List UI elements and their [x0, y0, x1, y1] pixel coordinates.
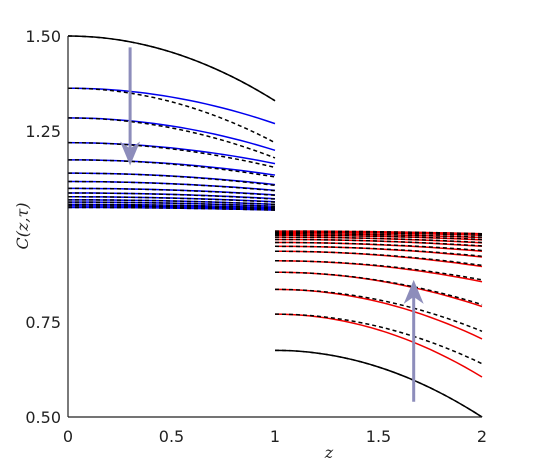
left-solid-curve [67, 187, 276, 196]
left-solid-curve [67, 196, 276, 203]
left-solid-curve [67, 192, 276, 200]
y-axis-title: C(z,τ) [13, 202, 32, 249]
x-tick-label: 0.5 [159, 427, 184, 446]
left-solid-curve [67, 180, 276, 192]
left-dashed-curve [67, 35, 276, 102]
arrow-head [403, 279, 424, 304]
y-axis-ticks: 0.50 0.75 1.25 1.50 [25, 27, 61, 427]
right-solid-curve [274, 245, 483, 258]
right-solid-curve [274, 234, 483, 241]
right-dashed-curve [274, 260, 483, 281]
x-tick-label: 1 [270, 427, 280, 446]
x-tick-label: 0 [63, 427, 73, 446]
y-tick-label: 0.75 [25, 313, 61, 332]
y-tick-label: 1.25 [25, 122, 61, 141]
x-axis-title: z [324, 443, 334, 462]
right-solid-curve [274, 313, 483, 378]
right-solid-curve [274, 230, 483, 235]
left-solid-curve [67, 203, 276, 209]
axes-frame [67, 36, 482, 418]
left-solid-curve [67, 159, 276, 176]
right-solid-curve [274, 271, 483, 308]
left-dashed-curve [67, 159, 276, 178]
left-solid-curve [68, 205, 276, 210]
arrow-head [120, 141, 141, 166]
left-solid-curve [67, 141, 276, 165]
right-solid-curve [274, 288, 483, 340]
right-solid-curve [274, 236, 483, 244]
left-solid-curve [67, 87, 276, 125]
x-tick-label: 1.5 [366, 427, 391, 446]
left-dashed-curve [67, 87, 276, 144]
y-tick-label: 1.50 [25, 27, 61, 46]
right-solid-curve [274, 238, 483, 248]
right-solid-curve [275, 231, 483, 237]
right-dashed-curve [274, 271, 483, 306]
right-dashed-curve [274, 288, 483, 332]
right-solid-curve [274, 250, 483, 268]
left-solid-curve [68, 201, 276, 208]
right-solid-curve [274, 241, 483, 253]
left-solid-curve [67, 199, 276, 206]
x-tick-label: 2 [477, 427, 487, 446]
left-solid-curve [68, 206, 276, 211]
y-tick-label: 0.50 [25, 408, 61, 427]
right-dashed-curve [274, 349, 483, 418]
x-axis-ticks: 0 0.5 1 1.5 2 [63, 427, 487, 446]
plot-area [67, 35, 483, 418]
left-solid-curve [67, 35, 276, 102]
left-dashed-curve [67, 117, 276, 159]
right-solid-curve [274, 260, 483, 283]
left-solid-curve [67, 172, 276, 186]
left-solid-curve [67, 117, 276, 152]
right-solid-curve [274, 232, 483, 239]
right-dashed-curve [274, 313, 483, 365]
